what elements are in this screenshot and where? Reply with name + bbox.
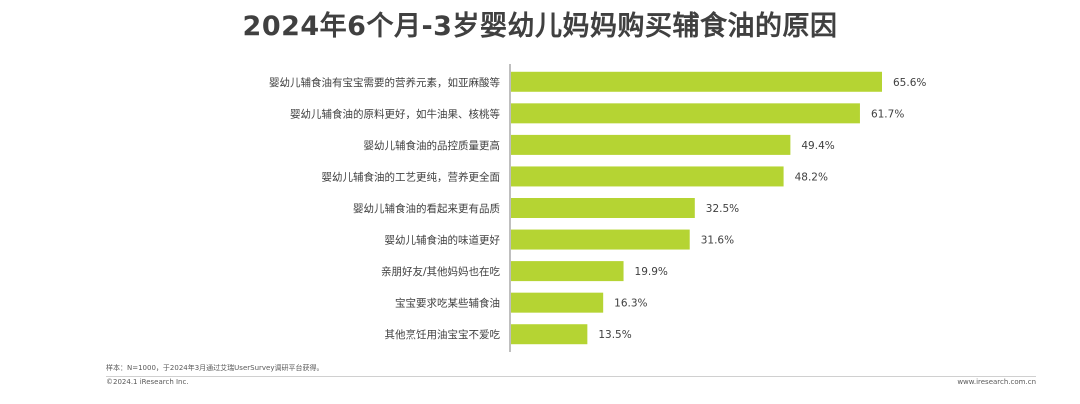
category-label-9: 其他烹饪用油宝宝不爱吃 xyxy=(385,328,501,341)
footer-divider xyxy=(106,376,1036,377)
category-label-2: 婴幼儿辅食油的原料更好，如牛油果、核桃等 xyxy=(290,107,500,120)
bar-7 xyxy=(511,261,624,282)
website-link[interactable]: www.iresearch.com.cn xyxy=(957,378,1036,386)
bar-9 xyxy=(511,324,588,345)
chart-title: 2024年6个月-3岁婴幼儿妈妈购买辅食油的原因 xyxy=(242,11,838,42)
value-label-6: 31.6% xyxy=(701,235,734,247)
value-label-2: 61.7% xyxy=(871,108,904,120)
value-label-3: 49.4% xyxy=(801,140,834,152)
bars-group: 婴幼儿辅食油有宝宝需要的营养元素，如亚麻酸等 65.6% 婴幼儿辅食油的原料更好，如… xyxy=(269,71,926,345)
bar-4 xyxy=(511,166,784,187)
value-label-9: 13.5% xyxy=(598,329,631,341)
category-label-4: 婴幼儿辅食油的工艺更纯，营养更全面 xyxy=(322,170,501,183)
bar-3 xyxy=(511,134,791,155)
bar-6 xyxy=(511,229,690,250)
category-label-6: 婴幼儿辅食油的味道更好 xyxy=(385,234,501,247)
copyright-text: ©2024.1 iResearch Inc. xyxy=(106,378,189,386)
category-label-3: 婴幼儿辅食油的品控质量更高 xyxy=(364,139,501,152)
bar-2 xyxy=(511,103,860,124)
value-label-7: 19.9% xyxy=(635,266,668,278)
bar-1 xyxy=(511,71,882,92)
bar-5 xyxy=(511,198,695,218)
sample-footnote: 样本：N=1000，于2024年3月通过艾瑞UserSurvey调研平台获得。 xyxy=(106,364,324,372)
value-label-5: 32.5% xyxy=(706,203,739,215)
value-label-1: 65.6% xyxy=(893,77,926,89)
value-label-4: 48.2% xyxy=(795,171,828,183)
category-label-1: 婴幼儿辅食油有宝宝需要的营养元素，如亚麻酸等 xyxy=(269,76,500,89)
value-label-8: 16.3% xyxy=(614,298,647,310)
category-label-8: 宝宝要求吃某些辅食油 xyxy=(395,297,500,310)
bar-8 xyxy=(511,292,604,313)
category-label-5: 婴幼儿辅食油的看起来更有品质 xyxy=(353,202,500,215)
category-label-7: 亲朋好友/其他妈妈也在吃 xyxy=(381,265,501,278)
